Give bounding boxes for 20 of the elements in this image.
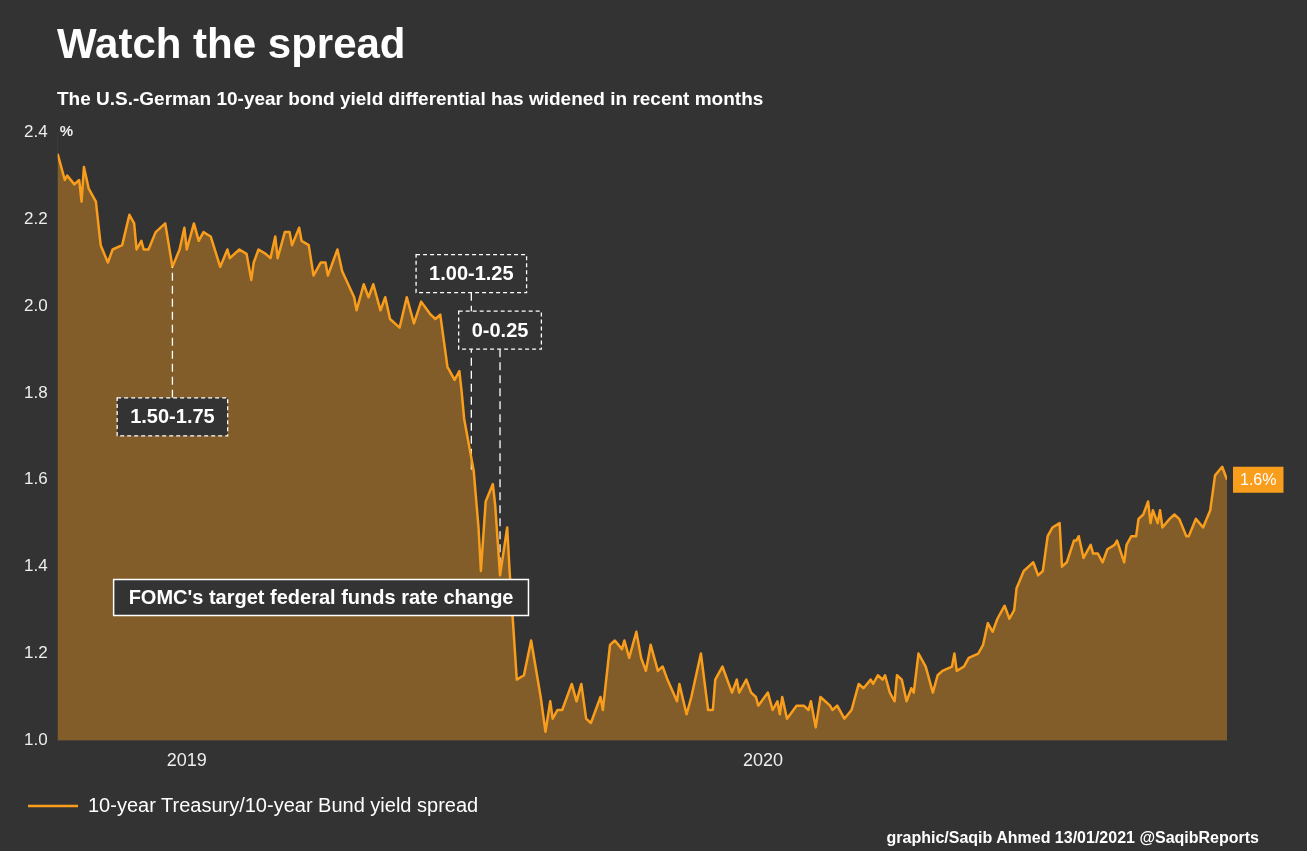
ref-line-label: 1.00-1.25 [429,262,514,285]
ref-line-label: 1.50-1.75 [130,405,215,428]
annotation: 1.6% [1240,471,1277,489]
y-tick-label: 1.4 [23,556,48,576]
y-axis-title: % [59,122,73,140]
legend-label: 10-year Treasury/10-year Bund yield spread [88,793,479,816]
y-tick-label: 1.0 [23,730,48,750]
y-tick-label: 2.4 [23,121,48,141]
chart-subtitle: The U.S.-German 10-year bond yield differential has widened in recent months [57,88,764,110]
ref-line-label: 0-0.25 [471,318,529,341]
y-tick-label: 2.2 [23,208,48,228]
y-tick-label: 2.0 [23,295,48,315]
x-tick-label: 2020 [743,750,784,771]
y-tick-label: 1.2 [23,643,48,663]
text: graphic/Saqib Ahmed 13/01/2021 @SaqibReports [886,829,1259,847]
y-tick-label: 1.8 [23,382,48,402]
y-tick-label: 1.6 [23,469,48,489]
x-tick-label: 2019 [166,750,207,771]
chart-title: Watch the spread [57,20,406,68]
annotation: FOMC's target federal funds rate change [128,585,514,608]
